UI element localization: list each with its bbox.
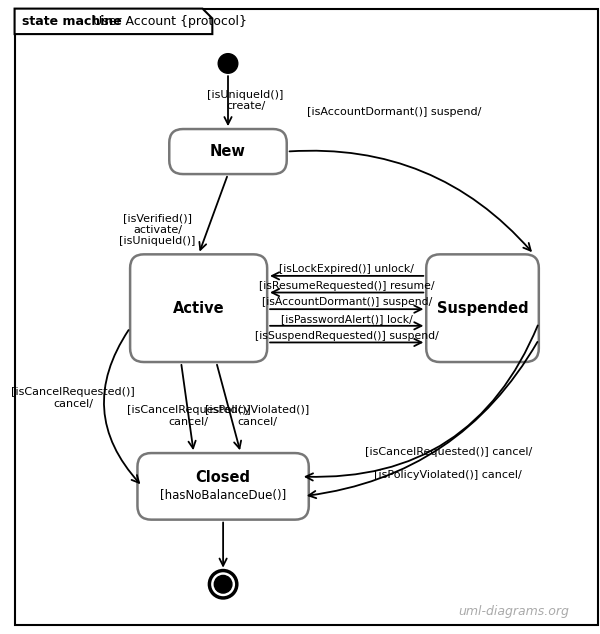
Text: [isSuspendRequested()] suspend/: [isSuspendRequested()] suspend/: [255, 330, 439, 340]
FancyBboxPatch shape: [14, 9, 598, 625]
Text: Active: Active: [173, 301, 224, 316]
Text: [isPasswordAlert()] lock/: [isPasswordAlert()] lock/: [281, 314, 413, 324]
FancyBboxPatch shape: [130, 254, 267, 362]
Text: Closed: Closed: [196, 470, 251, 485]
Text: [hasNoBalanceDue()]: [hasNoBalanceDue()]: [160, 489, 286, 501]
FancyBboxPatch shape: [169, 129, 287, 174]
Circle shape: [214, 576, 232, 593]
Text: [isAccountDormant()] suspend/: [isAccountDormant()] suspend/: [262, 297, 432, 307]
Text: Suspended: Suspended: [437, 301, 529, 316]
Text: User Account {protocol}: User Account {protocol}: [89, 15, 247, 28]
Text: [isLockExpired()] unlock/: [isLockExpired()] unlock/: [279, 264, 414, 274]
Text: [isAccountDormant()] suspend/: [isAccountDormant()] suspend/: [307, 107, 482, 117]
FancyBboxPatch shape: [137, 453, 309, 520]
Text: [isPolicyViolated()]
cancel/: [isPolicyViolated()] cancel/: [205, 405, 310, 427]
Text: [isResumeRequested()] resume/: [isResumeRequested()] resume/: [259, 281, 434, 290]
Text: [isCancelRequested()]
cancel/: [isCancelRequested()] cancel/: [127, 405, 251, 427]
Text: uml-diagrams.org: uml-diagrams.org: [458, 605, 569, 618]
Text: New: New: [210, 144, 246, 159]
Text: [isCancelRequested()] cancel/: [isCancelRequested()] cancel/: [365, 447, 532, 457]
Text: state machine: state machine: [22, 15, 122, 28]
Polygon shape: [14, 9, 212, 34]
Text: [isCancelRequested()]
cancel/: [isCancelRequested()] cancel/: [11, 387, 135, 409]
Text: [isVerified()]
activate/
[isUniqueId()]: [isVerified()] activate/ [isUniqueId()]: [119, 213, 196, 247]
Text: [isPolicyViolated()] cancel/: [isPolicyViolated()] cancel/: [374, 470, 522, 479]
FancyBboxPatch shape: [426, 254, 539, 362]
Text: [isUniqueId()]
create/: [isUniqueId()] create/: [208, 90, 284, 112]
Circle shape: [218, 54, 238, 74]
